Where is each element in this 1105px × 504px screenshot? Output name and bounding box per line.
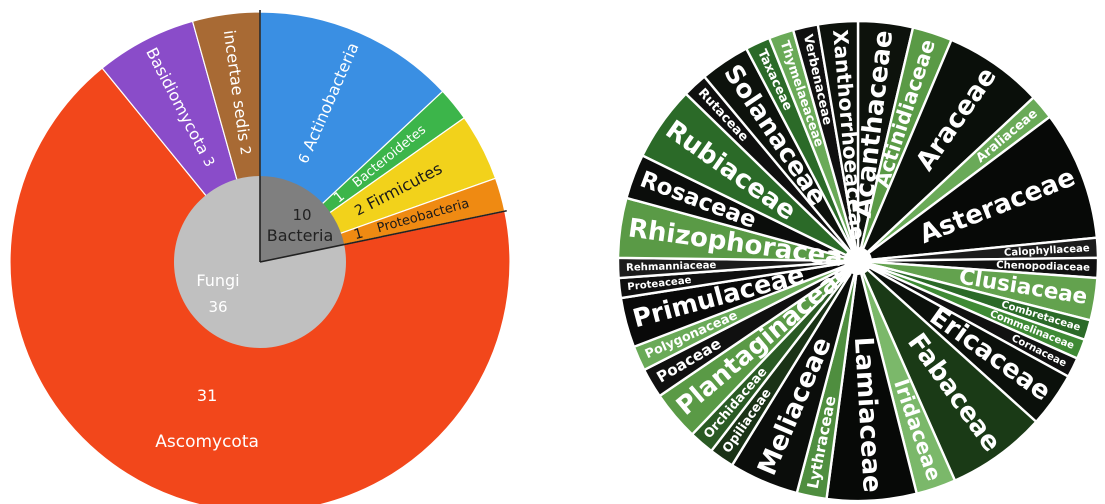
fungi-value: 36: [208, 298, 227, 316]
center-hub: [844, 247, 872, 275]
slice-label-chenopodiaceae: Chenopodiaceae: [996, 260, 1090, 274]
slice-label-calophyllaceae: Calophyllaceae: [1004, 243, 1090, 259]
slice-label-ascomycota: Ascomycota: [155, 432, 259, 452]
bacteria-value: 10: [292, 206, 311, 224]
inner-slice-bacteria: [260, 176, 345, 262]
slice-value-ascomycota: 31: [197, 386, 217, 405]
slice-label-rehmanniaceae: Rehmanniaceae: [626, 260, 717, 274]
group-divider-1: [259, 209, 507, 263]
taxonomy-pie-chart: 10BacteriaFungi366Actinobacteria1Bactero…: [9, 10, 511, 504]
bacteria-label: Bacteria: [267, 226, 334, 245]
slice-value-incertae-sedis: 2: [236, 145, 253, 156]
slice-value-proteobacteria: 1: [352, 225, 365, 243]
fungi-label: Fungi: [196, 271, 239, 290]
plant-family-pie-chart: AcanthaceaeActinidiaceaeAraceaeAraliacea…: [616, 19, 1100, 503]
